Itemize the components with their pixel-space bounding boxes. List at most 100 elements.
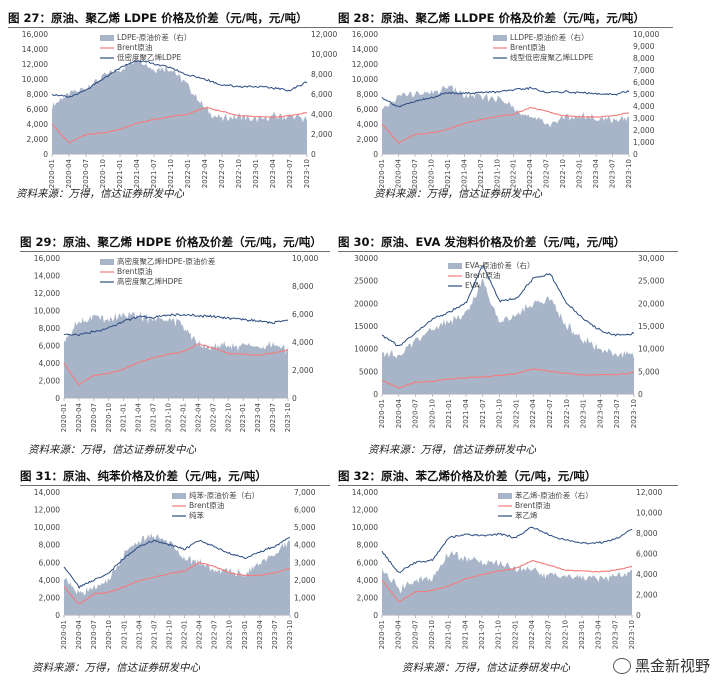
legend-label: 低密度聚乙烯LDPE — [117, 52, 181, 62]
chart-source: 资料来源：万得，信达证券研发中心 — [32, 662, 200, 674]
x-tick-label: 2022-10 — [226, 620, 234, 649]
x-tick-label: 2021-04 — [461, 619, 469, 649]
x-tick-label: 2022-01 — [512, 399, 520, 428]
x-tick-label: 2021-01 — [120, 403, 128, 432]
right-tick-label: 2,000 — [636, 591, 658, 600]
x-tick-label: 2020-04 — [75, 402, 83, 432]
right-tick-label: 4,000 — [292, 338, 314, 347]
left-tick-label: 2,000 — [39, 377, 61, 386]
right-tick-label: 6,000 — [311, 90, 333, 99]
x-tick-label: 2023-04 — [254, 402, 262, 432]
x-tick-label: 2022-04 — [526, 158, 534, 188]
left-tick-label: 14,000 — [352, 488, 378, 497]
right-tick-label: 5,000 — [294, 523, 316, 532]
x-tick-label: 2020-10 — [427, 159, 435, 188]
left-tick-label: 14,000 — [34, 488, 60, 497]
x-tick-label: 2022-04 — [201, 158, 209, 188]
left-tick-label: 8,000 — [39, 541, 61, 550]
x-tick-label: 2020-01 — [378, 399, 386, 428]
title-rule — [338, 485, 678, 486]
x-tick-label: 2021-04 — [133, 158, 141, 188]
left-tick-label: 10,000 — [22, 75, 48, 84]
x-tick-label: 2020-04 — [395, 619, 403, 649]
title-rule — [20, 251, 330, 252]
right-tick-label: 4,000 — [633, 102, 655, 111]
x-tick-label: 2022-01 — [184, 159, 192, 188]
legend-swatch — [493, 35, 507, 41]
x-tick-label: 2023-01 — [580, 399, 588, 428]
x-tick-label: 2022-10 — [224, 403, 232, 432]
x-tick-label: 2023-04 — [256, 619, 264, 649]
x-tick-label: 2020-10 — [99, 159, 107, 188]
product-line — [63, 313, 289, 337]
right-tick-label: 10,000 — [638, 345, 664, 354]
right-tick-label: 8,000 — [636, 529, 658, 538]
left-tick-label: 4,000 — [27, 120, 49, 129]
x-tick-label: 2020-07 — [90, 403, 98, 432]
legend-swatch — [498, 493, 512, 499]
left-tick-label: 4,000 — [357, 576, 379, 585]
left-tick-label: 2,000 — [39, 593, 61, 602]
wechat-icon — [612, 657, 631, 674]
left-tick-label: 6,000 — [27, 105, 49, 114]
left-tick-label: 0 — [55, 394, 60, 403]
legend-swatch — [172, 493, 186, 499]
chart-svg: 0 2,000 4,000 6,000 8,000 10,000 12,000 14,000 0… — [34, 488, 316, 649]
right-tick-label: 15,000 — [638, 322, 664, 331]
brent-line — [63, 561, 291, 605]
legend-label: Brent原油 — [189, 500, 224, 510]
legend-swatch — [100, 35, 114, 41]
chart-panel-28: 图 28：原油、聚乙烯 LLDPE 价格及价差（元/吨，元/吨） 0 2,000 4… — [338, 10, 673, 205]
left-tick-label: 16,000 — [34, 254, 60, 263]
chart-title: 图 31：原油、纯苯价格及价差（元/吨，元/吨） — [20, 469, 267, 483]
chart-panel-27: 图 27：原油、聚乙烯 LDPE 价格及价差（元/吨，元/吨） 0 2,000 4,… — [8, 10, 343, 205]
left-tick-label: 8,000 — [357, 90, 379, 99]
x-tick-label: 2020-04 — [394, 158, 402, 188]
watermark-text: 黑金新视野 — [634, 657, 710, 675]
x-tick-label: 2021-04 — [135, 619, 143, 649]
x-tick-label: 2020-10 — [105, 620, 113, 649]
right-tick-label: 8,000 — [311, 70, 333, 79]
x-tick-label: 2023-07 — [271, 620, 279, 649]
chart-source: 资料来源：万得，信达证券研发中心 — [16, 188, 184, 200]
x-tick-label: 2020-07 — [82, 159, 90, 188]
left-tick-label: 12,000 — [22, 60, 48, 69]
left-tick-label: 2,000 — [357, 593, 379, 602]
spread-area — [64, 532, 290, 615]
x-tick-label: 2020-10 — [105, 403, 113, 432]
left-tick-label: 12,000 — [34, 506, 60, 515]
x-tick-label: 2021-10 — [167, 159, 175, 188]
right-tick-label: 0 — [294, 611, 299, 620]
left-tick-label: 10,000 — [34, 523, 60, 532]
x-tick-label: 2023-04 — [269, 158, 277, 188]
brent-line — [381, 559, 633, 603]
right-tick-label: 10,000 — [292, 254, 318, 263]
left-tick-label: 2,000 — [27, 135, 49, 144]
x-tick-label: 2021-01 — [444, 159, 452, 188]
product-line — [63, 537, 291, 590]
left-tick-label: 4,000 — [39, 359, 61, 368]
x-tick-label: 2020-07 — [411, 159, 419, 188]
right-tick-label: 1,000 — [633, 138, 655, 147]
chart-panel-29: 图 29：原油、聚乙烯 HDPE 价格及价差（元/吨，元/吨） 0 2,000 4,… — [20, 234, 330, 456]
right-tick-label: 8,000 — [292, 282, 314, 291]
chart-svg: 0 5000 10000 15000 20000 25000 30000 0 5,000 10,0… — [354, 254, 664, 428]
x-tick-label: 2021-10 — [165, 620, 173, 649]
x-tick-label: 2023-10 — [286, 620, 294, 649]
right-tick-label: 3,000 — [294, 558, 316, 567]
chart-source: 资料来源：万得，信达证券研发中心 — [28, 444, 196, 456]
left-tick-label: 0 — [373, 390, 378, 399]
x-tick-label: 2020-04 — [65, 158, 73, 188]
right-tick-label: 12,000 — [311, 30, 337, 39]
legend-label: EVA-原油价差（右） — [465, 260, 535, 270]
spread-area — [64, 311, 288, 398]
x-tick-label: 2023-04 — [595, 619, 603, 649]
x-tick-label: 2021-07 — [150, 159, 158, 188]
left-tick-label: 6,000 — [39, 342, 61, 351]
x-tick-label: 2020-01 — [60, 403, 68, 432]
x-tick-label: 2021-01 — [116, 159, 124, 188]
x-tick-label: 2020-01 — [60, 620, 68, 649]
chart-svg: 0 2,000 4,000 6,000 8,000 10,000 12,000 14,000 0… — [352, 488, 663, 649]
right-tick-label: 7,000 — [633, 66, 655, 75]
x-tick-label: 2022-04 — [528, 619, 536, 649]
